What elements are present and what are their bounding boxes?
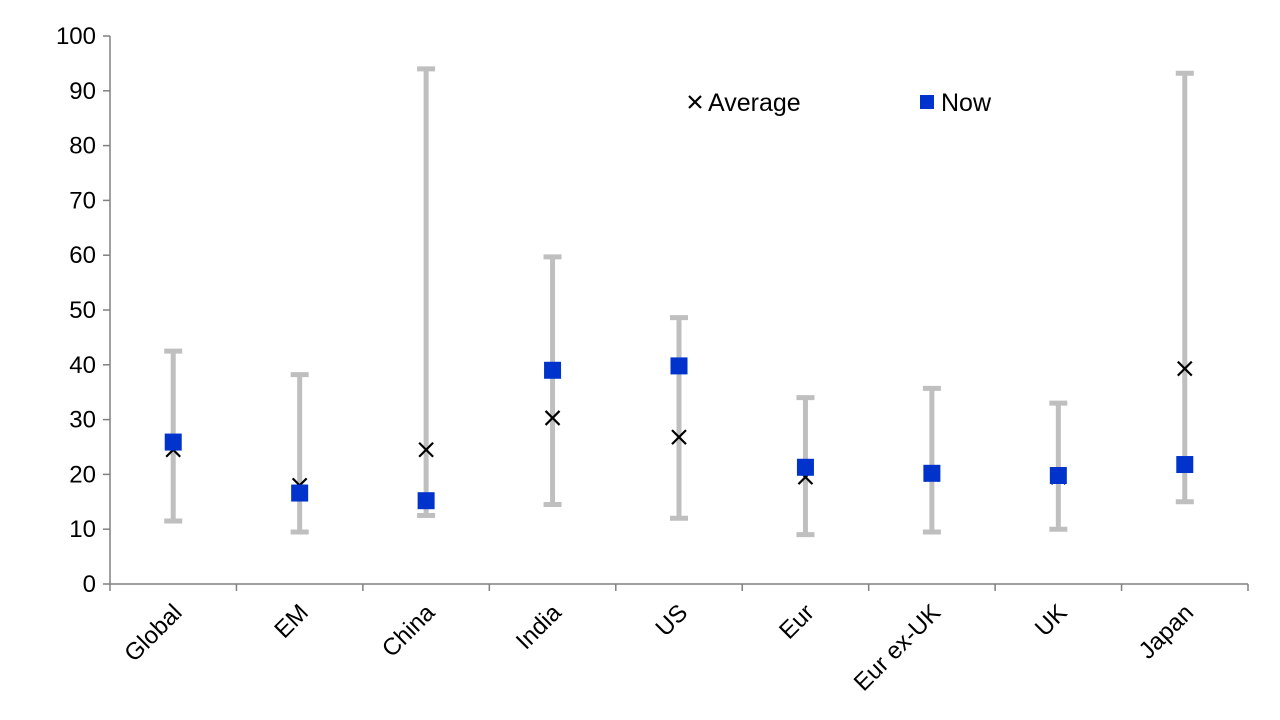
x-tick-label: US [651, 599, 694, 642]
axes: 0 10 20 30 40 50 60 70 80 90 100 Global EM China India… [56, 23, 1249, 697]
average-point-stroke [418, 441, 434, 458]
legend-average-marker [688, 95, 702, 109]
now-point [164, 433, 182, 451]
now-point [1049, 466, 1067, 484]
y-tick-label: 80 [69, 133, 96, 160]
y-tick-label: 50 [69, 297, 96, 324]
now-point [1176, 456, 1194, 474]
y-tick-label: 100 [56, 23, 96, 50]
now-point [796, 458, 814, 476]
average-point-stroke [1177, 360, 1193, 377]
average-point-stroke [544, 410, 561, 426]
now-point [923, 464, 941, 482]
y-tick-label: 30 [69, 407, 96, 434]
y-tick-label: 70 [69, 187, 96, 214]
y-tick-label: 10 [69, 516, 96, 543]
x-tick-label: Eur [774, 599, 820, 645]
now-point [291, 484, 309, 502]
range-bars [164, 66, 1194, 538]
average-point [1177, 360, 1193, 377]
y-tick-label: 40 [69, 352, 96, 379]
y-tick-label: 90 [69, 78, 96, 105]
now-point [544, 361, 562, 379]
x-tick-label: EM [269, 599, 314, 644]
x-tick-label: China [377, 599, 441, 663]
legend-now-marker [920, 95, 934, 109]
average-point [671, 429, 687, 445]
average-point [418, 441, 434, 458]
legend-average-marker-stroke [688, 95, 702, 109]
x-tick-label: Japan [1134, 599, 1199, 664]
y-tick-label: 60 [69, 242, 96, 269]
average-point [544, 410, 561, 426]
y-tick-label: 0 [83, 571, 96, 598]
y-tick-label: 20 [69, 461, 96, 488]
legend: Average Now [688, 89, 992, 117]
x-tick-label: Eur ex-UK [849, 599, 946, 696]
now-point [417, 492, 435, 510]
x-tick-label: UK [1030, 599, 1073, 642]
legend-now-label: Now [941, 89, 992, 117]
legend-average-label: Average [708, 89, 801, 117]
average-point-stroke [671, 429, 687, 445]
now-series [164, 357, 1194, 510]
x-tick-label: India [511, 599, 567, 655]
now-point [670, 357, 688, 375]
x-tick-label: Global [119, 599, 187, 667]
